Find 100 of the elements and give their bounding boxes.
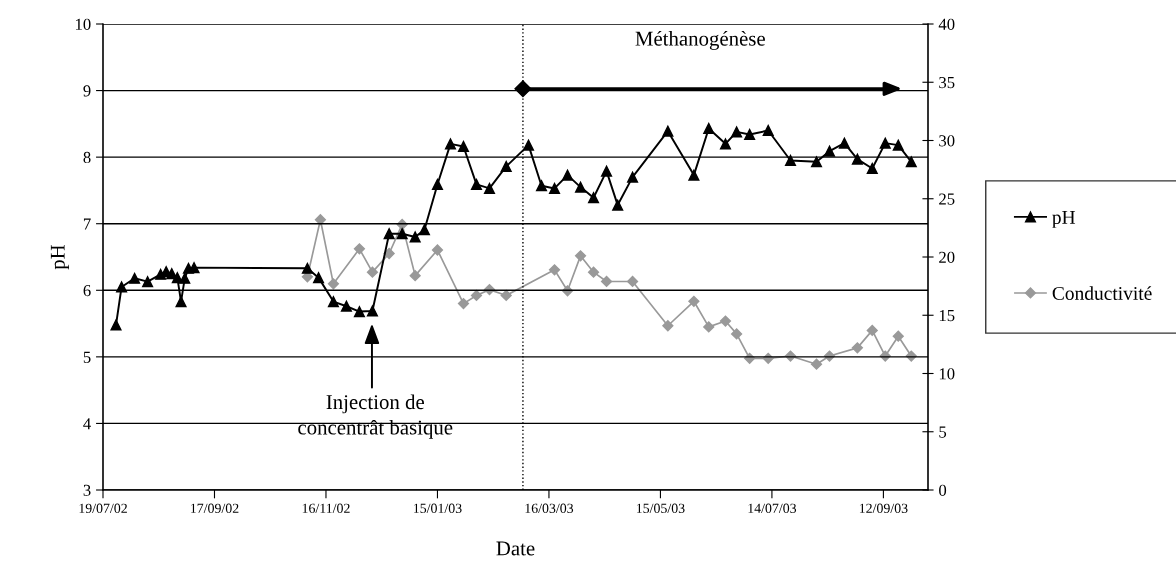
annotation: Injection de concentrât basique — [298, 394, 453, 439]
point — [612, 199, 624, 211]
point — [457, 297, 470, 310]
point — [483, 182, 496, 194]
x-tick-label: 17/09/02 — [191, 503, 239, 513]
point — [762, 124, 774, 137]
point — [366, 266, 379, 278]
y-tick-label: 10 — [75, 18, 91, 30]
y-axis-title: pH — [50, 244, 69, 270]
y-tick-label: 8 — [83, 151, 91, 164]
point — [703, 122, 715, 135]
x-axis-title: Date — [496, 541, 535, 556]
point — [116, 281, 128, 293]
point — [500, 289, 512, 302]
point — [129, 272, 141, 284]
point — [627, 171, 639, 183]
legend-label: pH — [1052, 210, 1076, 228]
x-tick-label: 16/03/03 — [525, 503, 574, 513]
point — [431, 178, 444, 190]
point — [353, 243, 366, 255]
point — [851, 342, 863, 354]
x-tick-label: 15/05/03 — [636, 503, 685, 513]
point — [470, 178, 483, 190]
point — [409, 231, 421, 243]
point — [179, 272, 191, 284]
point — [703, 321, 715, 333]
point — [327, 278, 340, 290]
point — [744, 128, 756, 141]
x-tick-label: 14/07/03 — [748, 503, 797, 513]
point — [110, 319, 122, 331]
point — [688, 169, 700, 181]
point — [626, 275, 639, 288]
y-tick-label: 6 — [83, 285, 91, 297]
point — [444, 138, 457, 150]
x-tick-label: 19/07/02 — [79, 503, 127, 513]
point — [418, 224, 431, 236]
point — [561, 285, 574, 297]
y-tick-label: 5 — [83, 351, 91, 363]
y-tick-label: 7 — [83, 218, 91, 230]
point — [314, 214, 327, 226]
point — [866, 162, 878, 175]
point — [574, 250, 587, 262]
x-tick-label: 12/09/03 — [859, 503, 908, 513]
annotation: Méthanogénèse — [635, 30, 765, 50]
point — [688, 295, 700, 307]
point — [587, 266, 600, 278]
point — [662, 320, 674, 332]
x-tick-label: 16/11/02 — [302, 503, 350, 513]
point — [188, 262, 200, 274]
point — [587, 192, 600, 204]
y2-tick-label: 0 — [939, 484, 947, 496]
point — [340, 300, 352, 312]
point — [457, 140, 470, 153]
point — [662, 125, 674, 137]
point — [535, 180, 548, 192]
point — [784, 154, 797, 167]
x-tick-label: 15/01/03 — [413, 503, 462, 513]
point — [838, 137, 850, 149]
point — [810, 358, 823, 370]
point — [851, 153, 863, 165]
point — [548, 264, 561, 276]
y2-tick-label: 20 — [939, 251, 955, 263]
point — [175, 296, 187, 308]
point — [905, 156, 917, 168]
y2-tick-label: 15 — [939, 310, 955, 322]
point — [409, 270, 421, 282]
point — [500, 160, 512, 173]
point — [892, 139, 904, 151]
y-tick-label: 4 — [83, 418, 91, 430]
point — [353, 306, 365, 318]
legend-label: Conductivité — [1052, 286, 1152, 300]
point — [312, 272, 325, 284]
point — [396, 228, 408, 240]
point — [866, 324, 878, 336]
y2-tick-label: 30 — [939, 135, 955, 147]
point — [301, 262, 313, 274]
y2-tick-label: 25 — [939, 193, 955, 205]
y2-tick-label: 5 — [939, 426, 947, 438]
point — [142, 276, 154, 288]
point — [810, 156, 823, 168]
y-tick-label: 9 — [83, 85, 91, 97]
y2-tick-label: 40 — [938, 18, 955, 30]
point — [561, 169, 574, 181]
point — [731, 126, 743, 138]
y-tick-label: 3 — [83, 484, 91, 496]
y2-tick-label: 35 — [939, 77, 955, 89]
point — [574, 181, 587, 193]
point — [600, 165, 613, 177]
point — [431, 244, 444, 256]
point — [823, 145, 836, 157]
point — [548, 182, 561, 194]
point — [719, 138, 732, 150]
point — [892, 330, 904, 342]
point — [600, 275, 613, 288]
point — [719, 315, 732, 327]
point — [383, 228, 395, 240]
point — [327, 296, 339, 308]
y2-tick-label: 10 — [939, 368, 955, 380]
point — [731, 328, 743, 340]
point — [522, 139, 535, 151]
